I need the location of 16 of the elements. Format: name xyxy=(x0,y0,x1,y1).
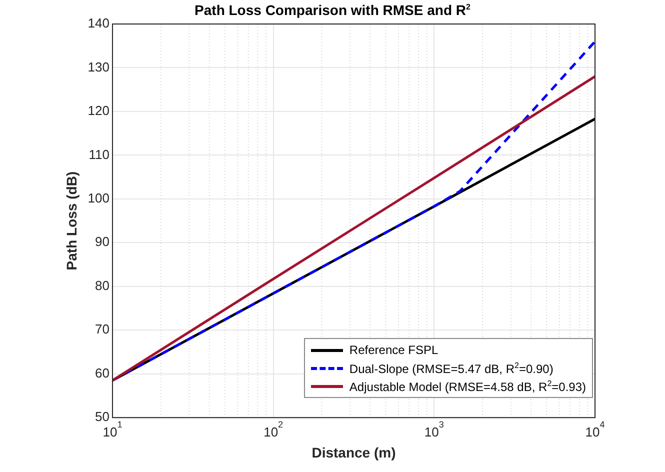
y-tick-label: 70 xyxy=(95,322,110,337)
x-axis-title: Distance (m) xyxy=(312,444,396,460)
y-axis-title: Path Loss (dB) xyxy=(63,171,80,270)
y-tick-label: 140 xyxy=(88,16,110,31)
y-tick-label: 80 xyxy=(95,278,110,293)
y-tick-label: 60 xyxy=(95,365,110,380)
legend-label: Dual-Slope (RMSE=5.47 dB, R$^{2}$=0.90) xyxy=(349,360,554,376)
y-tick-label: 100 xyxy=(88,190,110,206)
legend-label: Reference FSPL xyxy=(349,343,438,357)
y-tick-label: 110 xyxy=(88,146,110,162)
chart-title: Path Loss Comparison with RMSE and R$^{2}$ xyxy=(194,2,470,18)
legend-label: Adjustable Model (RMSE=4.58 dB, R$^{2}$=0.93) xyxy=(349,378,586,394)
y-tick-label: 90 xyxy=(95,234,110,250)
y-tick-label: 50 xyxy=(95,409,110,424)
y-tick-label: 120 xyxy=(88,103,110,118)
y-tick-label: 130 xyxy=(88,59,110,74)
